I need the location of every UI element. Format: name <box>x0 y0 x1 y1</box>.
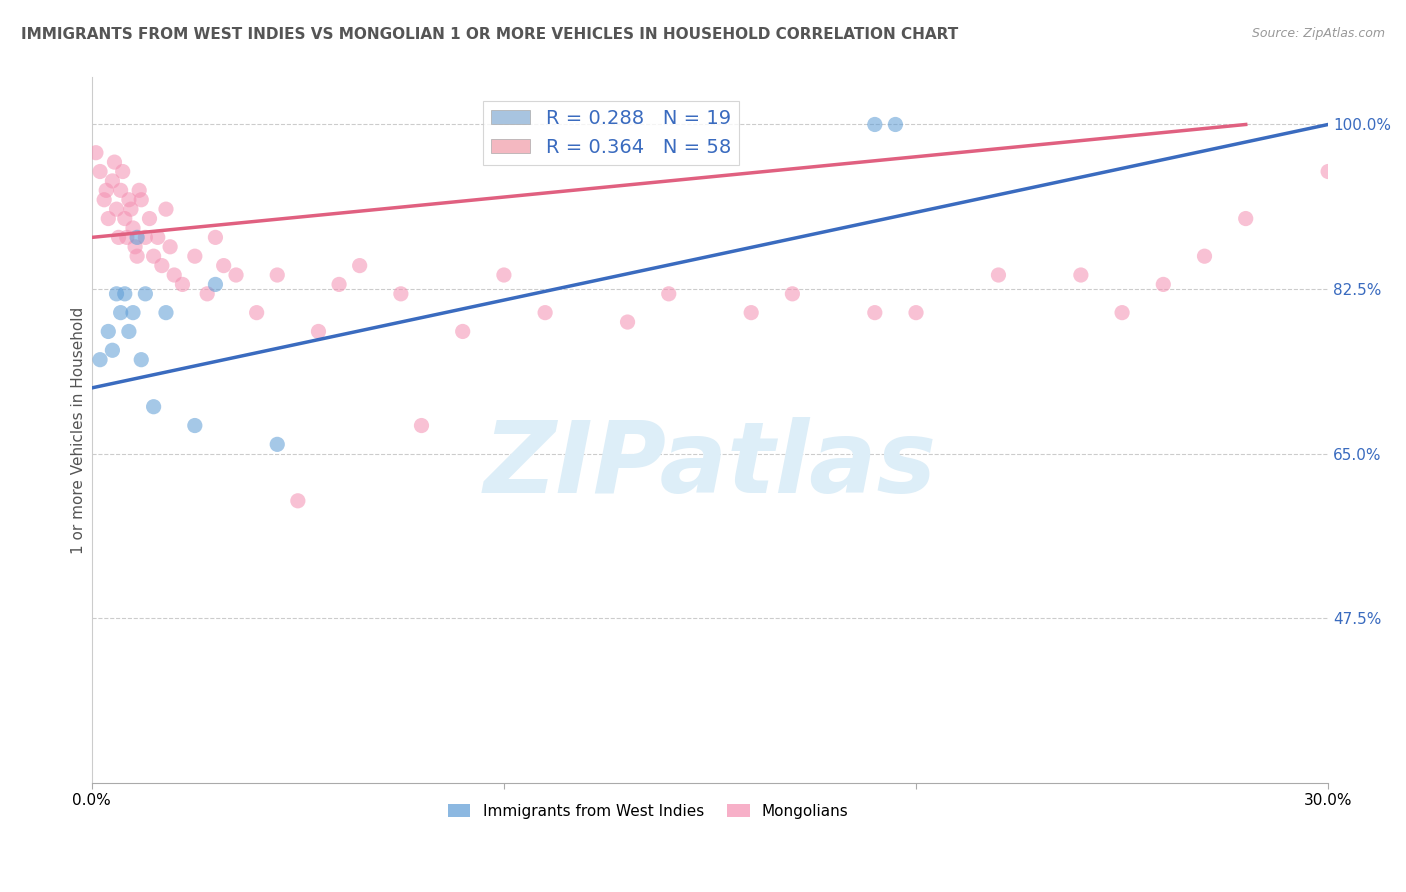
Point <box>1234 211 1257 226</box>
Point <box>110 305 132 319</box>
Point <box>307 325 329 339</box>
Point <box>1194 249 1216 263</box>
Text: ZIPatlas: ZIPatlas <box>484 417 936 514</box>
Point <box>287 493 309 508</box>
Point <box>89 164 111 178</box>
Point <box>225 268 247 282</box>
Point <box>492 268 515 282</box>
Point <box>1152 277 1174 292</box>
Point <box>184 249 207 263</box>
Point <box>204 230 226 244</box>
Point <box>740 305 762 319</box>
Point <box>884 118 907 132</box>
Point <box>534 305 557 319</box>
Y-axis label: 1 or more Vehicles in Household: 1 or more Vehicles in Household <box>72 307 86 554</box>
Point <box>195 286 218 301</box>
Point <box>863 118 886 132</box>
Point <box>1317 164 1340 178</box>
Point <box>1070 268 1092 282</box>
Point <box>107 230 129 244</box>
Point <box>122 221 145 235</box>
Point <box>134 286 156 301</box>
Point <box>124 240 146 254</box>
Point <box>905 305 928 319</box>
Point <box>782 286 804 301</box>
Point <box>120 202 142 216</box>
Point <box>118 193 141 207</box>
Point <box>142 249 165 263</box>
Point <box>127 249 149 263</box>
Point <box>658 286 681 301</box>
Point <box>138 211 160 226</box>
Point <box>111 164 134 178</box>
Point <box>103 155 125 169</box>
Point <box>389 286 412 301</box>
Point <box>129 352 152 367</box>
Point <box>93 193 115 207</box>
Point <box>150 259 173 273</box>
Point <box>122 305 145 319</box>
Point <box>96 183 118 197</box>
Point <box>146 230 169 244</box>
Point <box>266 437 288 451</box>
Point <box>110 183 132 197</box>
Point <box>97 211 120 226</box>
Point <box>411 418 433 433</box>
Point <box>987 268 1010 282</box>
Text: Source: ZipAtlas.com: Source: ZipAtlas.com <box>1251 27 1385 40</box>
Point <box>266 268 288 282</box>
Point <box>118 325 141 339</box>
Point <box>142 400 165 414</box>
Point <box>134 230 156 244</box>
Point <box>97 325 120 339</box>
Point <box>105 286 128 301</box>
Point <box>128 183 150 197</box>
Legend: Immigrants from West Indies, Mongolians: Immigrants from West Indies, Mongolians <box>441 797 855 825</box>
Point <box>1111 305 1133 319</box>
Point <box>159 240 181 254</box>
Point <box>114 211 136 226</box>
Point <box>155 305 177 319</box>
Point <box>616 315 638 329</box>
Point <box>101 174 124 188</box>
Point <box>101 343 124 358</box>
Point <box>863 305 886 319</box>
Point <box>155 202 177 216</box>
Point <box>84 145 107 160</box>
Point <box>129 193 152 207</box>
Point <box>105 202 128 216</box>
Point <box>246 305 269 319</box>
Point <box>163 268 186 282</box>
Point <box>172 277 194 292</box>
Point <box>127 230 149 244</box>
Point <box>114 286 136 301</box>
Point <box>184 418 207 433</box>
Point <box>204 277 226 292</box>
Text: IMMIGRANTS FROM WEST INDIES VS MONGOLIAN 1 OR MORE VEHICLES IN HOUSEHOLD CORRELA: IMMIGRANTS FROM WEST INDIES VS MONGOLIAN… <box>21 27 959 42</box>
Point <box>212 259 235 273</box>
Point <box>349 259 371 273</box>
Point <box>115 230 138 244</box>
Point <box>89 352 111 367</box>
Point <box>328 277 350 292</box>
Point <box>451 325 474 339</box>
